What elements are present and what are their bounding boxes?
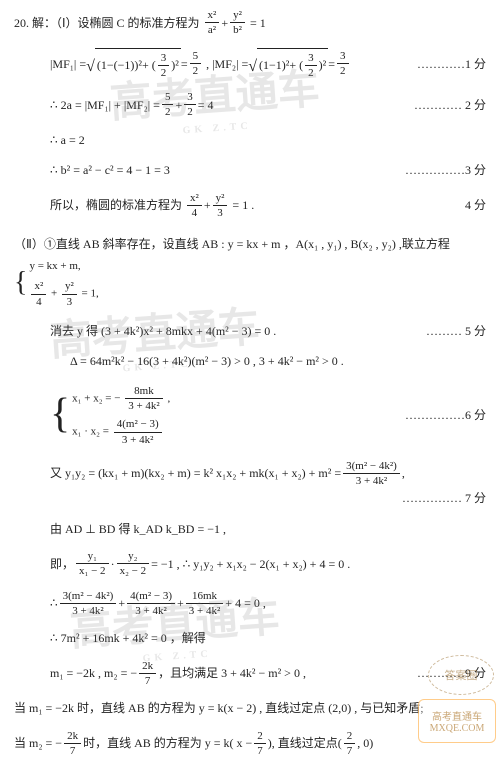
y1y2: 又 y₁y₂ = (kx₁ + m)(kx₂ + m) = k² x₁x₂ + …	[50, 459, 486, 509]
score-7: …………… 7 分	[392, 488, 486, 508]
a-eq-2: ∴ a = 2	[50, 130, 486, 150]
m-solutions: m₁ = −2k , m₂ = − 2k7 ，且均满足 3 + 4k² − m²…	[50, 659, 486, 689]
poly-solve: ∴ 7m² + 16mk + 4k² = 0 ，解得	[50, 628, 486, 648]
case-m1: 当 m₁ = −2k 时，直线 AB 的方程为 y = k(x − 2) , 直…	[14, 698, 486, 718]
score-4: 4 分	[455, 195, 486, 215]
problem-heading: 20. 解：（Ⅰ）设椭圆 C 的标准方程为 x²a² + y²b² = 1	[14, 8, 486, 38]
b-squared: ∴ b² = a² − c² = 4 − 1 = 3 ……………3 分	[50, 160, 486, 180]
standard-form-conclusion: 所以，椭圆的标准方程为 x²4 + y²3 = 1 . 4 分	[50, 191, 486, 221]
perpendicular: 由 AD ⊥ BD 得 k_AD k_BD = −1 ,	[50, 519, 486, 539]
score-6: ……………6 分	[395, 405, 486, 425]
discriminant: Δ = 64m²k² − 16(3 + 4k²)(m² − 3) > 0 , 3…	[70, 351, 486, 371]
mf-distances: |MF₁| = (1−(−1))² + ( 32)² = 52 , |MF₂| …	[50, 48, 486, 81]
score-1: …………1 分	[407, 54, 486, 74]
case-m2: 当 m₂ = − 2k7 时，直线 AB 的方程为 y = k ( x − 27…	[14, 729, 486, 758]
score-2: ………… 2 分	[404, 95, 486, 115]
two-a: ∴ 2a = |MF₁| + |MF₂| = 52 + 32 = 4 ………… …	[50, 90, 486, 120]
score-3: ……………3 分	[395, 160, 486, 180]
heading-text: 解：（Ⅰ）设椭圆 C 的标准方程为	[32, 13, 200, 33]
answer-badge: 答案圈	[428, 655, 494, 695]
score-5: ……… 5 分	[416, 321, 486, 341]
sum-three-fracs: ∴ 3(m² − 4k²)3 + 4k² + 4(m² − 3)3 + 4k² …	[50, 589, 486, 619]
ie-expand: 即， y₁x₁ − 2 · y₂x₂ − 2 = −1 , ∴ y₁y₂ + x…	[50, 549, 486, 579]
problem-number: 20.	[14, 13, 29, 33]
eliminate-y: 消去 y 得 (3 + 4k²)x² + 8mkx + 4(m² − 3) = …	[50, 321, 486, 341]
vieta: { x₁ + x₂ = − 8mk3 + 4k² , x₁ · x₂ = 4(m…	[50, 382, 486, 449]
part2-setup: （Ⅱ）①直线 AB 斜率存在，设直线 AB : y = kx + m ， A(x…	[14, 234, 486, 311]
